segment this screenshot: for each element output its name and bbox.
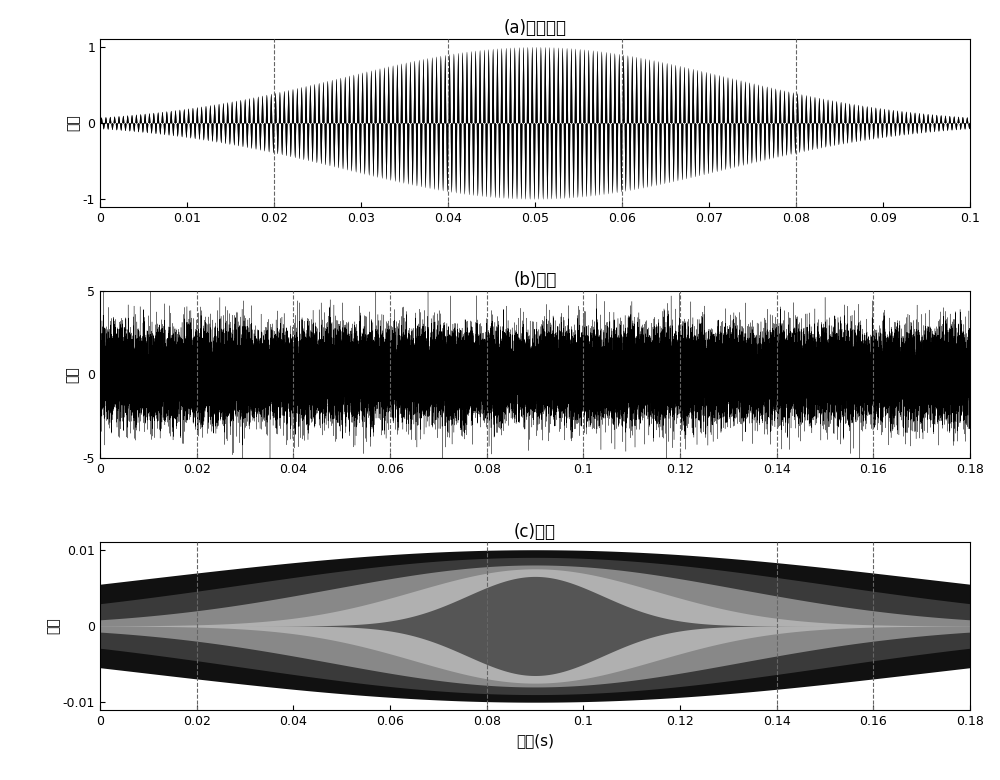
Y-axis label: 幅度: 幅度 <box>66 115 80 131</box>
Title: (a)发射信号: (a)发射信号 <box>504 20 566 37</box>
Y-axis label: 幅度: 幅度 <box>66 366 80 383</box>
Title: (b)回波: (b)回波 <box>513 271 557 289</box>
Title: (c)原子: (c)原子 <box>514 523 556 541</box>
Y-axis label: 幅度: 幅度 <box>46 618 60 634</box>
X-axis label: 时间(s): 时间(s) <box>516 733 554 748</box>
